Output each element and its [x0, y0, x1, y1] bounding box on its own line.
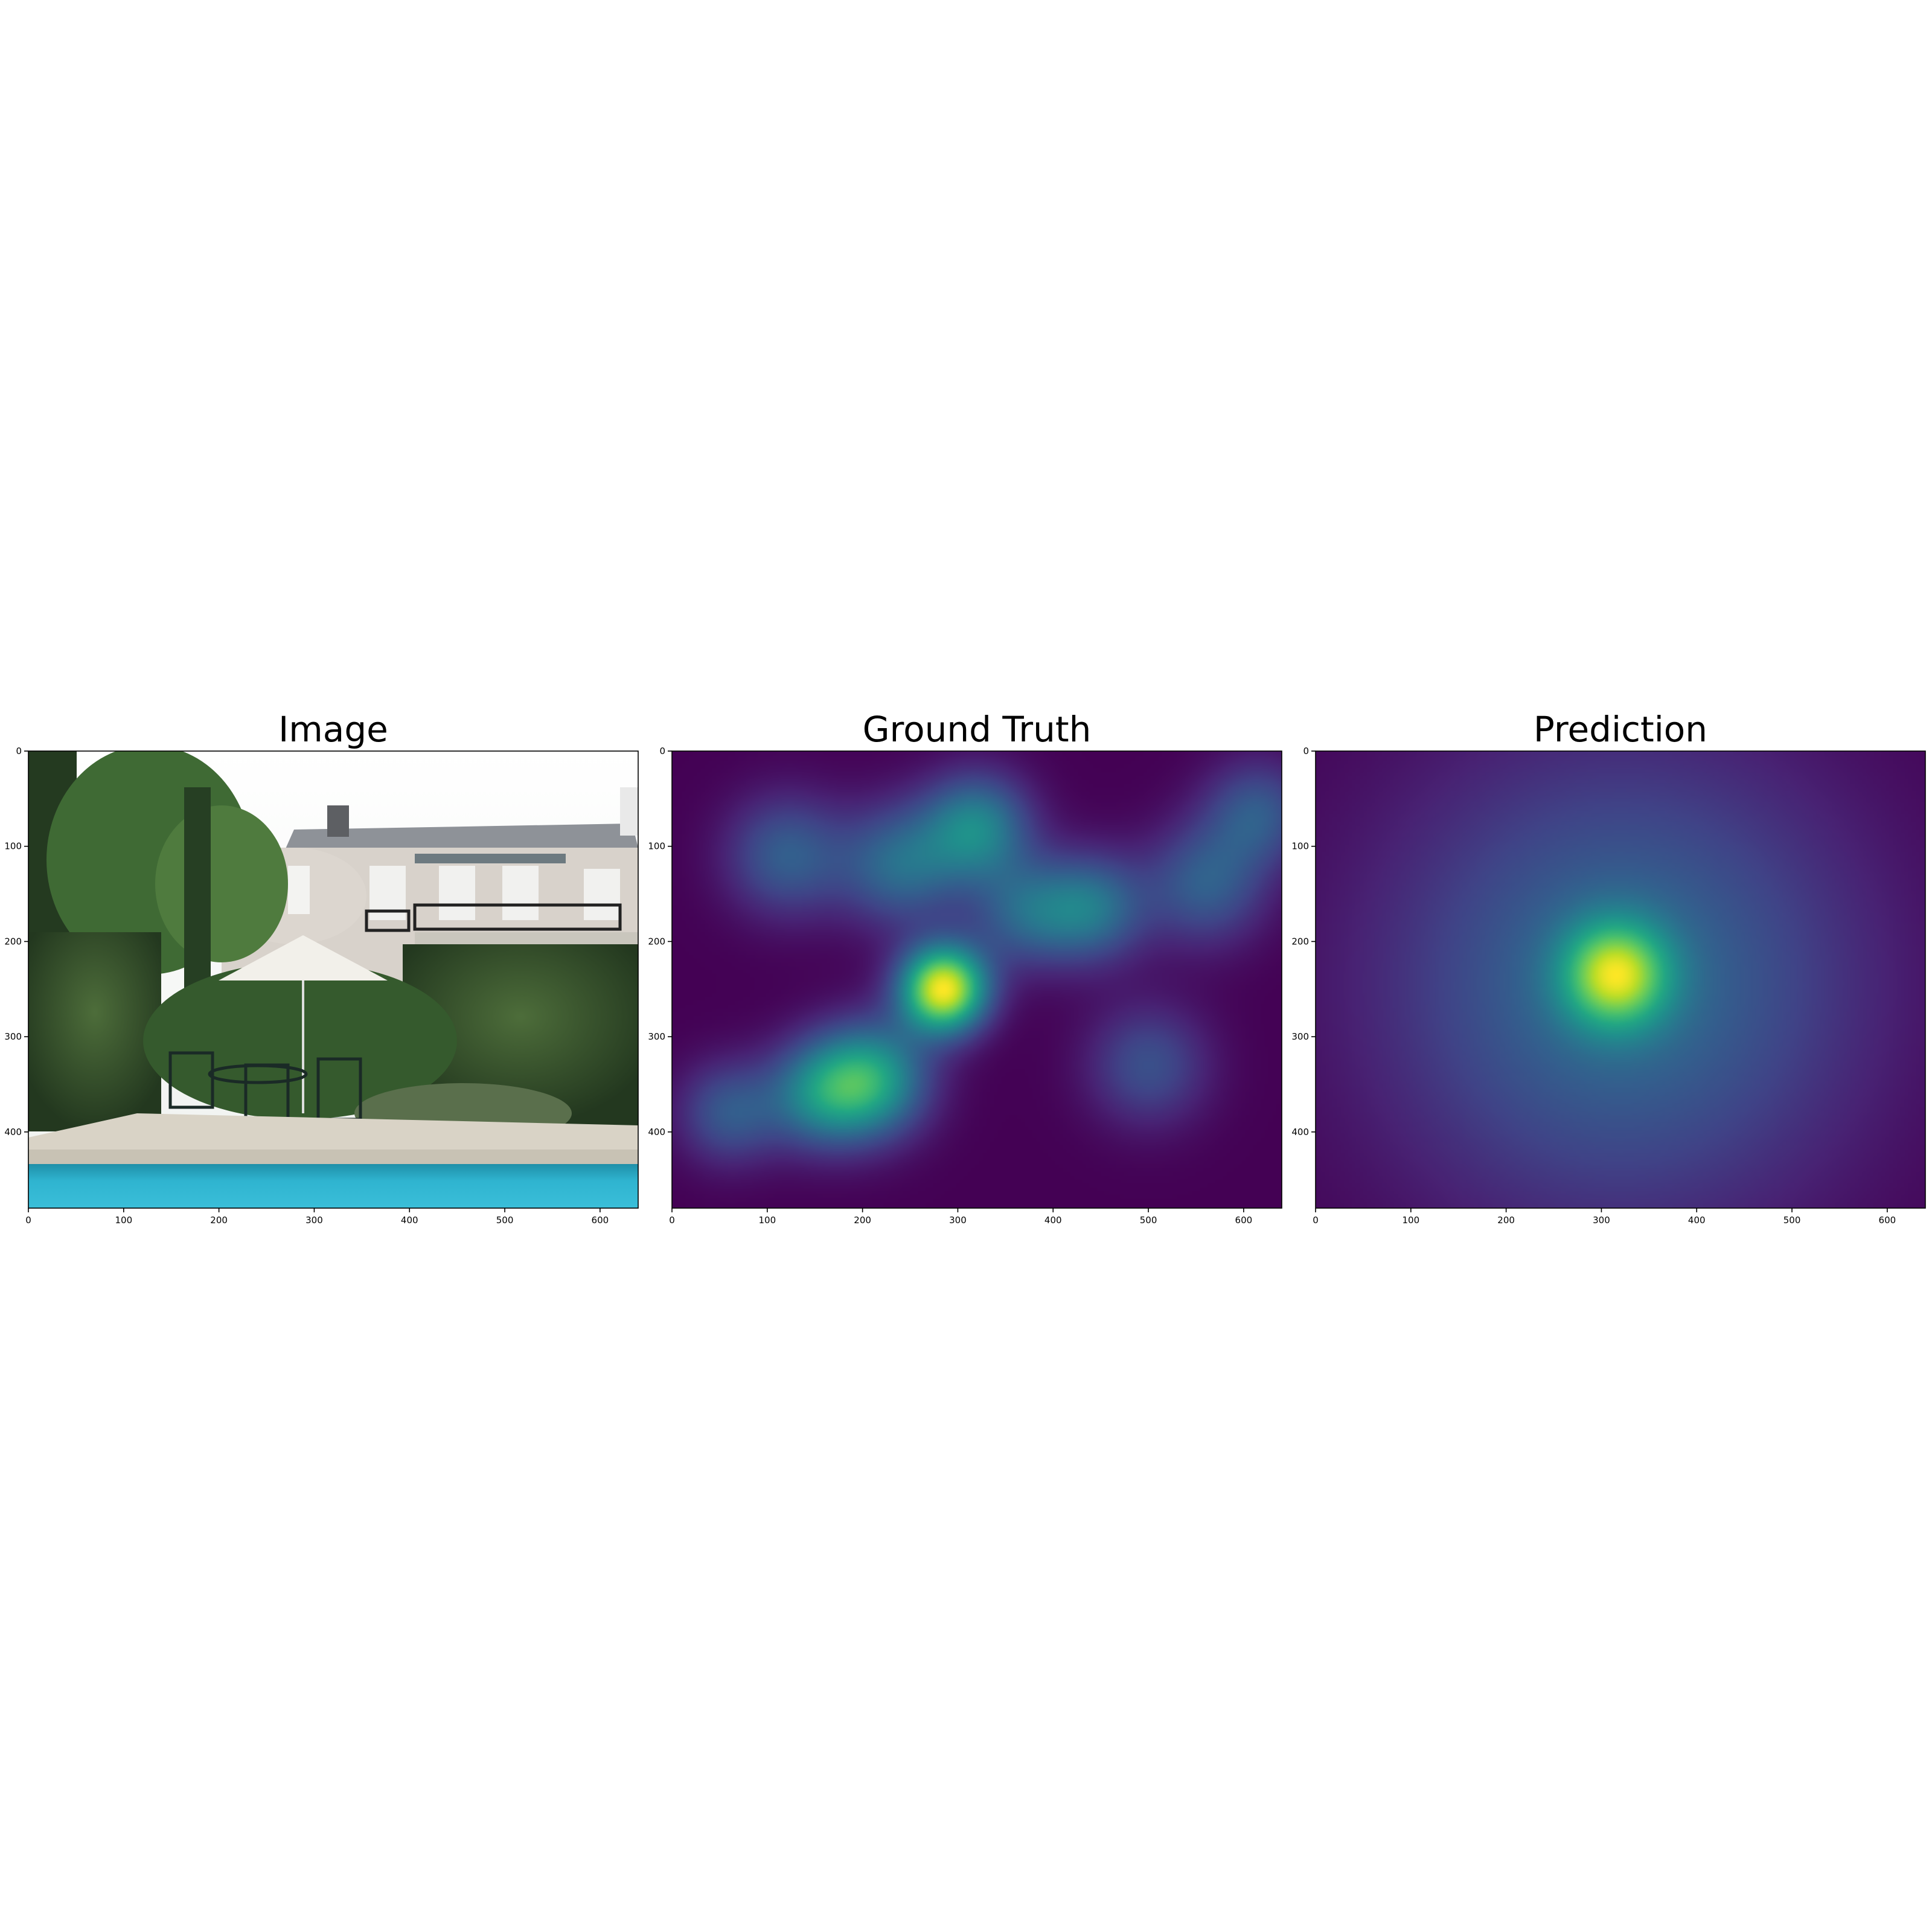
panel-title-ground-truth: Ground Truth	[863, 709, 1092, 750]
y-tick-label-image-100: 100	[4, 841, 22, 852]
x-tick-label-ground-truth-0: 0	[669, 1215, 675, 1226]
y-tick-label-image-200: 200	[4, 936, 22, 947]
house-window-5	[502, 866, 539, 920]
y-tick-label-prediction-100: 100	[1291, 841, 1309, 852]
y-tick-label-prediction-400: 400	[1291, 1127, 1309, 1137]
balcony-slab	[415, 932, 638, 945]
x-axis-image: 0 100 200 300 400 500 600	[25, 1208, 609, 1226]
y-tick-label-ground-truth-200: 200	[648, 936, 665, 947]
x-tick-label-prediction-600: 600	[1879, 1215, 1896, 1226]
x-tick-label-image-400: 400	[401, 1215, 418, 1226]
x-tick-label-prediction-300: 300	[1593, 1215, 1610, 1226]
x-tick-label-prediction-400: 400	[1688, 1215, 1706, 1226]
x-axis-prediction: 0 100 200 300 400 500 600	[1313, 1208, 1896, 1226]
house-window-4	[439, 866, 475, 920]
x-tick-label-ground-truth-200: 200	[854, 1215, 871, 1226]
x-tick-label-prediction-0: 0	[1313, 1215, 1319, 1226]
heatmap-ground-truth	[672, 751, 1282, 1208]
y-tick-label-image-0: 0	[16, 746, 22, 756]
x-tick-label-image-200: 200	[210, 1215, 228, 1226]
y-tick-label-ground-truth-400: 400	[648, 1127, 665, 1137]
y-tick-label-image-300: 300	[4, 1031, 22, 1042]
x-tick-label-image-100: 100	[115, 1215, 132, 1226]
y-axis-prediction: 0 100 200 300 400	[1291, 746, 1316, 1137]
y-tick-label-image-400: 400	[4, 1127, 22, 1137]
umbrella-canopy	[219, 935, 388, 980]
y-tick-label-ground-truth-100: 100	[648, 841, 665, 852]
house-window-2	[288, 866, 310, 914]
pool-water	[28, 1164, 638, 1208]
x-tick-label-image-500: 500	[496, 1215, 514, 1226]
y-tick-label-prediction-200: 200	[1291, 936, 1309, 947]
panel-title-prediction: Prediction	[1534, 709, 1707, 750]
house-chimney-right	[620, 787, 638, 836]
panel-ground-truth: Ground Truth 0 100 200 300 400 500 600 0 100 200…	[648, 709, 1282, 1226]
x-tick-label-prediction-500: 500	[1783, 1215, 1801, 1226]
y-tick-label-ground-truth-0: 0	[659, 746, 665, 756]
x-axis-ground-truth: 0 100 200 300 400 500 600	[669, 1208, 1252, 1226]
y-tick-label-prediction-300: 300	[1291, 1031, 1309, 1042]
heatmap-canvas-ground-truth	[672, 751, 1282, 1208]
x-tick-label-image-0: 0	[25, 1215, 31, 1226]
heatmap-prediction	[1316, 751, 1925, 1208]
house-window-6	[584, 869, 620, 920]
house-awning	[415, 854, 566, 863]
y-tick-label-ground-truth-300: 300	[648, 1031, 665, 1042]
hedge-left	[28, 932, 161, 1131]
panel-prediction: Prediction 0 100 200 300 400 500 600 0 100 200 30…	[1291, 709, 1926, 1226]
x-tick-label-ground-truth-500: 500	[1140, 1215, 1157, 1226]
frame-image	[28, 750, 639, 1209]
pool-edge	[28, 1150, 638, 1164]
panel-title-image: Image	[278, 709, 388, 750]
panel-image: Image	[4, 709, 639, 1226]
y-axis-ground-truth: 0 100 200 300 400	[648, 746, 672, 1137]
balcony-railing	[413, 903, 622, 931]
frame-ground-truth	[671, 750, 1282, 1209]
frame-prediction	[1315, 750, 1926, 1209]
x-tick-label-ground-truth-100: 100	[758, 1215, 776, 1226]
x-tick-label-ground-truth-600: 600	[1235, 1215, 1253, 1226]
y-tick-label-prediction-0: 0	[1303, 746, 1309, 756]
photo	[28, 751, 638, 1208]
house-chimney-left	[327, 805, 349, 837]
x-tick-label-prediction-100: 100	[1402, 1215, 1419, 1226]
balcony-small-railing	[365, 909, 411, 932]
x-tick-label-ground-truth-400: 400	[1044, 1215, 1062, 1226]
x-tick-label-image-600: 600	[592, 1215, 609, 1226]
heatmap-canvas-prediction	[1316, 751, 1925, 1208]
x-tick-label-ground-truth-300: 300	[949, 1215, 967, 1226]
x-tick-label-image-300: 300	[305, 1215, 323, 1226]
y-axis-image: 0 100 200 300 400	[4, 746, 28, 1137]
x-tick-label-prediction-200: 200	[1497, 1215, 1515, 1226]
tree-canopy-left-2	[155, 805, 288, 962]
